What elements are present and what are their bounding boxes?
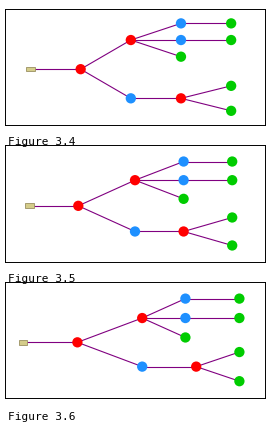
Point bbox=[183, 334, 188, 341]
Point bbox=[237, 348, 242, 356]
Text: Figure 3.6: Figure 3.6 bbox=[8, 412, 76, 422]
FancyBboxPatch shape bbox=[25, 203, 34, 209]
Point bbox=[76, 202, 80, 209]
Point bbox=[181, 228, 186, 235]
Text: Figure 3.4: Figure 3.4 bbox=[8, 137, 76, 147]
Point bbox=[181, 176, 186, 183]
Point bbox=[140, 315, 144, 322]
Point bbox=[237, 315, 242, 322]
Point bbox=[179, 53, 183, 60]
FancyBboxPatch shape bbox=[26, 67, 35, 71]
Point bbox=[229, 37, 233, 44]
Point bbox=[237, 295, 242, 302]
Point bbox=[230, 176, 234, 183]
Point bbox=[230, 158, 234, 165]
Text: Figure 3.5: Figure 3.5 bbox=[8, 274, 76, 284]
Point bbox=[133, 176, 137, 183]
Point bbox=[179, 37, 183, 44]
Point bbox=[237, 378, 242, 385]
Point bbox=[129, 37, 133, 44]
Point bbox=[179, 20, 183, 27]
Point bbox=[229, 107, 233, 114]
Point bbox=[179, 95, 183, 102]
Point bbox=[181, 195, 186, 202]
Point bbox=[183, 315, 188, 322]
Point bbox=[229, 82, 233, 89]
Point bbox=[230, 214, 234, 221]
Point bbox=[75, 339, 80, 346]
Point bbox=[194, 363, 198, 370]
Point bbox=[140, 363, 144, 370]
Point bbox=[230, 242, 234, 249]
Point bbox=[183, 295, 188, 302]
Point bbox=[129, 95, 133, 102]
Point bbox=[133, 228, 137, 235]
Point bbox=[229, 20, 233, 27]
Point bbox=[79, 66, 83, 73]
Point bbox=[181, 158, 186, 165]
FancyBboxPatch shape bbox=[19, 340, 27, 345]
